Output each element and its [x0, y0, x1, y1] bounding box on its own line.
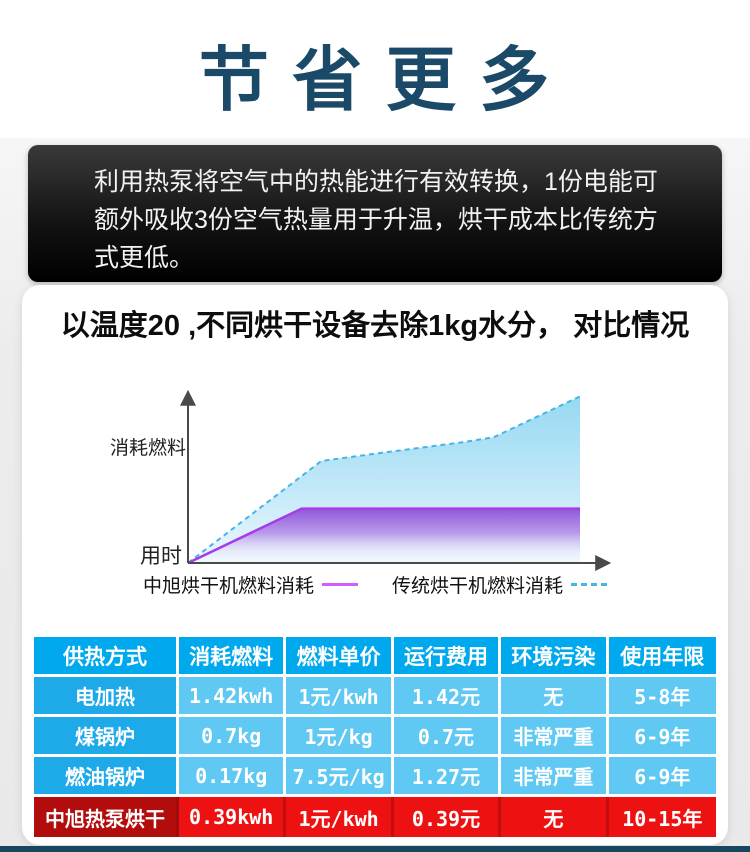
table-cell: 0.39kwh	[179, 797, 287, 837]
bottom-bar	[0, 846, 750, 852]
chart-legend: 中旭烘干机燃料消耗 传统烘干机燃料消耗	[22, 571, 728, 598]
table-cell: 非常严重	[501, 757, 609, 797]
table-cell: 1元/kwh	[286, 677, 394, 717]
legend-item-traditional: 传统烘干机燃料消耗	[392, 571, 608, 598]
row-label-cell: 电加热	[34, 677, 179, 717]
table-cell: 1元/kg	[286, 717, 394, 757]
table-cell: 1.42元	[393, 677, 502, 717]
banner-text: 利用热泵将空气中的热能进行有效转换，1份电能可额外吸收3份空气热量用于升温，烘干…	[94, 168, 658, 272]
table-cell: 10-15年	[608, 797, 716, 837]
legend-item-zhongxu: 中旭烘干机燃料消耗	[143, 571, 358, 598]
table-cell: 0.7元	[393, 717, 502, 757]
zhongxu-series-area	[188, 508, 580, 563]
table-cell: 无	[501, 677, 609, 717]
table-cell: 6-9年	[608, 757, 716, 797]
chart-canvas	[180, 389, 612, 571]
table-cell: 5-8年	[608, 677, 716, 717]
table-cell: 7.5元/kg	[286, 757, 394, 797]
table-header-cell: 燃料单价	[286, 637, 394, 677]
table-cell: 0.17kg	[179, 757, 287, 797]
legend-label: 中旭烘干机燃料消耗	[142, 576, 314, 597]
comparison-card: 以温度20 ,不同烘干设备去除1kg水分， 对比情况	[22, 285, 728, 845]
table-header-cell: 运行费用	[393, 637, 502, 677]
table-cell: 6-9年	[608, 717, 716, 757]
table-header-cell: 环境污染	[501, 637, 609, 677]
info-banner: 利用热泵将空气中的热能进行有效转换，1份电能可额外吸收3份空气热量用于升温，烘干…	[28, 145, 722, 282]
table-header-cell: 消耗燃料	[179, 637, 287, 677]
zhongxu-series-line	[187, 507, 580, 565]
row-label-cell: 中旭热泵烘干	[34, 797, 179, 837]
table-cell: 0.7kg	[179, 717, 287, 757]
y-axis-label: 消耗燃料	[110, 438, 187, 459]
x-axis-label: 用时	[140, 545, 182, 568]
traditional-series-line	[187, 395, 581, 564]
row-label-cell: 煤锅炉	[34, 717, 179, 757]
dashed-line-swatch-icon	[571, 583, 608, 586]
solid-line-swatch-icon	[322, 583, 358, 586]
legend-label: 传统烘干机燃料消耗	[392, 576, 564, 597]
comparison-table: 供热方式 消耗燃料 燃料单价 运行费用 环境污染 使用年限 电加热 1.42kw…	[34, 637, 716, 837]
table-cell: 非常严重	[501, 717, 609, 757]
table-cell: 无	[501, 797, 609, 837]
card-title: 以温度20 ,不同烘干设备去除1kg水分， 对比情况	[60, 310, 690, 342]
table-cell: 0.39元	[393, 797, 502, 837]
page-title: 节 省 更 多	[198, 41, 552, 119]
table-header-cell: 使用年限	[608, 637, 716, 677]
consumption-chart: 消耗燃料 用时	[110, 383, 640, 605]
table-header-cell: 供热方式	[34, 637, 179, 677]
table-cell: 1元/kwh	[286, 797, 394, 837]
row-label-cell: 燃油锅炉	[34, 757, 179, 797]
table-cell: 1.27元	[393, 757, 502, 797]
table-cell: 1.42kwh	[179, 677, 287, 717]
